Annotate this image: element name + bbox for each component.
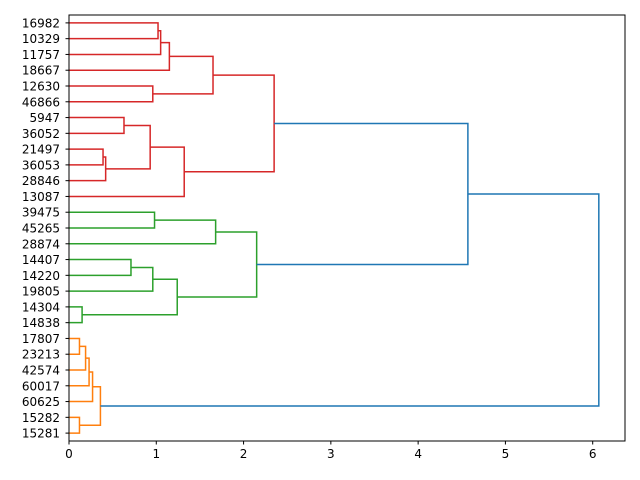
leaf-label: 14838 bbox=[22, 316, 60, 330]
leaf-label: 16982 bbox=[22, 16, 60, 30]
leaf-label: 28874 bbox=[22, 237, 60, 251]
dendrogram-link bbox=[69, 345, 87, 371]
leaf-label: 14304 bbox=[22, 300, 60, 314]
dendrogram-link bbox=[100, 193, 600, 407]
leaf-label: 45265 bbox=[22, 222, 60, 236]
leaf-label: 36053 bbox=[22, 158, 60, 172]
dendrogram-link bbox=[69, 148, 104, 166]
leaf-label: 39475 bbox=[22, 206, 60, 220]
dendrogram-link bbox=[69, 371, 94, 403]
leaf-label: 14220 bbox=[22, 269, 60, 283]
leaf-label: 10329 bbox=[22, 32, 60, 46]
dendrogram-link bbox=[79, 386, 102, 426]
x-tick-label: 6 bbox=[589, 447, 597, 461]
leaf-label: 17807 bbox=[22, 332, 60, 346]
leaf-label: 13087 bbox=[22, 190, 60, 204]
leaf-label: 21497 bbox=[22, 143, 60, 157]
dendrogram-link bbox=[69, 337, 81, 355]
leaf-label: 60017 bbox=[22, 379, 60, 393]
dendrogram-link bbox=[69, 211, 156, 229]
leaf-label: 15281 bbox=[22, 427, 60, 441]
leaf-label: 18667 bbox=[22, 64, 60, 78]
x-tick-label: 0 bbox=[65, 447, 73, 461]
dendrogram-link bbox=[69, 30, 162, 56]
dendrogram-link bbox=[69, 116, 125, 135]
dendrogram-link bbox=[69, 306, 83, 324]
dendrogram-link bbox=[69, 85, 154, 103]
leaf-label: 11757 bbox=[22, 48, 60, 62]
leaf-label: 19805 bbox=[22, 285, 60, 299]
leaf-label: 12630 bbox=[22, 80, 60, 94]
x-axis: 0 1 2 3 4 5 6 bbox=[65, 441, 597, 461]
dendrogram-links bbox=[69, 22, 600, 434]
dendrogram-link bbox=[82, 278, 178, 316]
dendrogram-link bbox=[69, 156, 107, 182]
dendrogram-link bbox=[184, 74, 275, 173]
leaf-label: 36052 bbox=[22, 127, 60, 141]
x-tick-label: 4 bbox=[414, 447, 422, 461]
leaf-label: 46866 bbox=[22, 95, 60, 109]
leaf-label: 60625 bbox=[22, 395, 60, 409]
dendrogram-link bbox=[105, 124, 151, 170]
dendrogram-link bbox=[69, 219, 217, 245]
x-tick-label: 5 bbox=[502, 447, 510, 461]
leaf-label: 5947 bbox=[29, 111, 60, 125]
dendrogram-link bbox=[152, 55, 214, 95]
leaf-label: 15282 bbox=[22, 411, 60, 425]
dendrogram-link bbox=[69, 22, 159, 40]
leaf-label: 42574 bbox=[22, 364, 60, 378]
leaf-label: 28846 bbox=[22, 174, 60, 188]
x-tick-label: 1 bbox=[152, 447, 160, 461]
dendrogram-link bbox=[69, 41, 171, 71]
x-tick-label: 3 bbox=[327, 447, 335, 461]
dendrogram-link bbox=[69, 258, 132, 277]
dendrogram-link bbox=[256, 122, 469, 266]
leaf-label: 23213 bbox=[22, 348, 60, 362]
dendrogram-link bbox=[69, 416, 81, 434]
dendrogram-link bbox=[69, 266, 154, 292]
dendrogram-link bbox=[69, 146, 185, 198]
leaf-label: 14407 bbox=[22, 253, 60, 267]
dendrogram-link bbox=[177, 231, 258, 298]
x-tick-label: 2 bbox=[240, 447, 248, 461]
